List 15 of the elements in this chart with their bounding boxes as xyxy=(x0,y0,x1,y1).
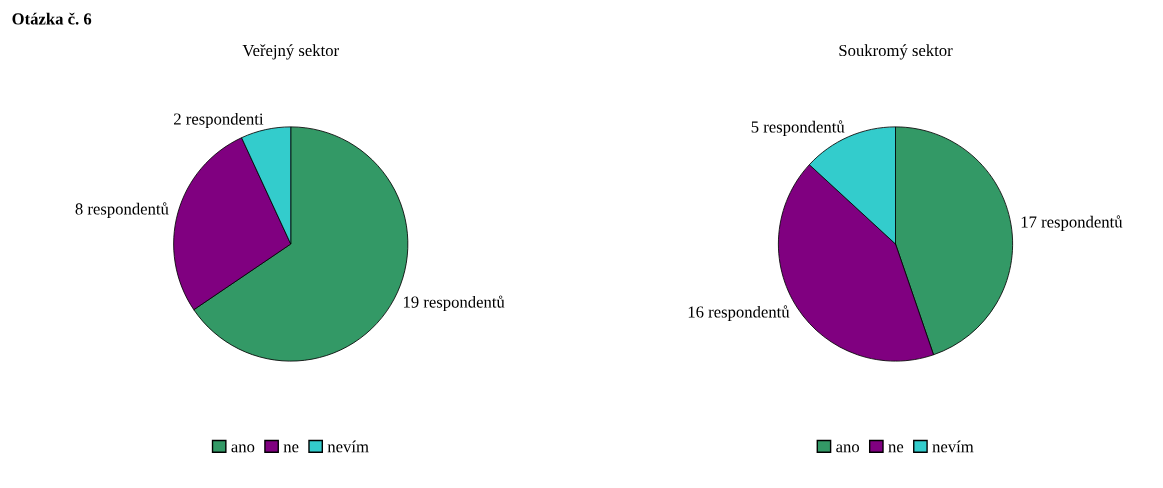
data-label: 5 respondentů xyxy=(751,120,845,136)
chart-title: Veřejný sektor xyxy=(242,44,339,60)
text: Otázka č. 6 xyxy=(12,12,92,25)
data-label: 17 respondentů xyxy=(1021,215,1123,231)
legend-label: ano xyxy=(836,444,860,453)
legend-label: ano xyxy=(231,444,255,453)
data-label: 16 respondentů xyxy=(688,305,790,321)
legend-label: nevím xyxy=(327,440,369,453)
data-label: 19 respondentů xyxy=(403,295,505,312)
chart-title: Soukromý sektor xyxy=(839,44,953,60)
legend-label: ne xyxy=(888,444,904,453)
data-label: 2 respondenti xyxy=(174,112,264,129)
data-label: 8 respondentů xyxy=(75,202,169,218)
legend-label: ne xyxy=(283,444,299,453)
legend-label: nevím xyxy=(932,440,974,453)
